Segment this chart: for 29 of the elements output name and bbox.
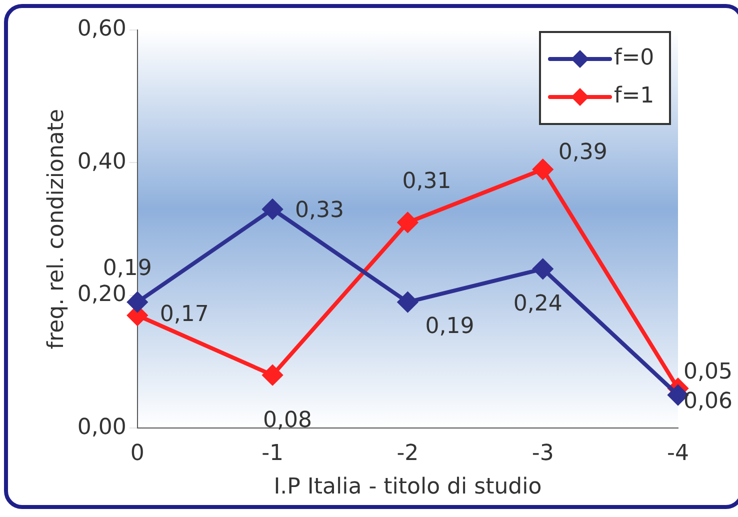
- point: [262, 199, 283, 220]
- data-label: 0,06: [684, 389, 732, 414]
- y-tick-label: 0,60: [77, 16, 126, 42]
- point: [127, 292, 148, 312]
- y-axis-title: freq. rel. condizionate: [44, 108, 69, 350]
- y-tick-label: 0,00: [77, 414, 126, 440]
- y-tick-label: 0,20: [77, 282, 126, 308]
- data-label: 0,31: [402, 169, 452, 194]
- data-label: 0,19: [425, 314, 474, 339]
- x-tick-label: -1: [262, 441, 284, 466]
- x-tick-label: -4: [667, 441, 689, 466]
- point: [398, 212, 418, 232]
- x-tick-label: -3: [532, 441, 554, 466]
- data-label: 0,24: [513, 292, 562, 317]
- point: [398, 292, 418, 312]
- legend-label: f=0: [614, 46, 654, 71]
- legend-label: f=1: [614, 84, 654, 109]
- point: [532, 159, 553, 180]
- x-tick-label: 0: [130, 441, 144, 466]
- data-label: 0,08: [263, 408, 312, 433]
- x-tick-label: -2: [396, 441, 419, 466]
- data-label: 0,05: [684, 360, 732, 385]
- x-axis-title: I.P Italia - titolo di studio: [274, 474, 542, 500]
- data-label: 0,39: [558, 140, 608, 166]
- y-tick-label: 0,40: [77, 149, 126, 174]
- data-label: 0,17: [160, 302, 209, 328]
- data-label: 0,33: [295, 198, 344, 223]
- point: [532, 258, 553, 279]
- point: [262, 365, 283, 386]
